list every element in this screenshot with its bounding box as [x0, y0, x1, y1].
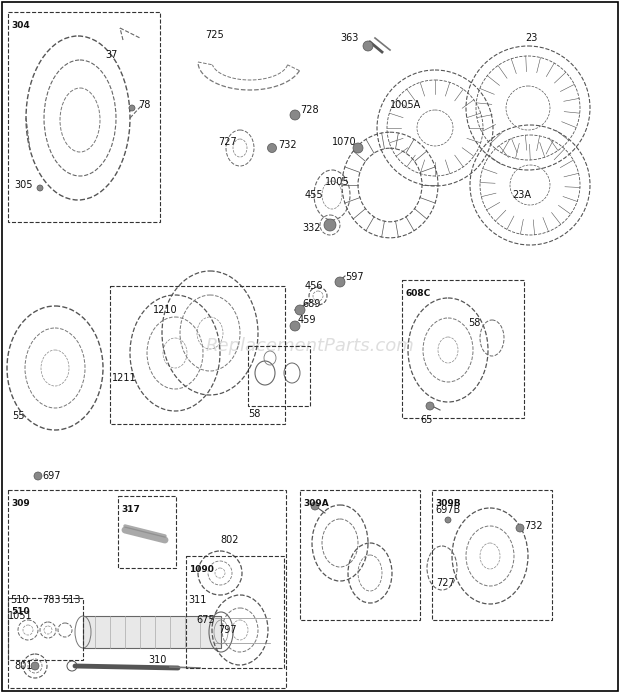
Circle shape — [290, 110, 300, 120]
Text: 23A: 23A — [512, 190, 531, 200]
Circle shape — [324, 219, 336, 231]
Circle shape — [37, 185, 43, 191]
Bar — [432, 490, 552, 620]
Bar — [8, 598, 83, 660]
Bar — [8, 490, 286, 688]
Text: 309A: 309A — [303, 499, 329, 508]
Text: 697: 697 — [42, 471, 61, 481]
Text: 65: 65 — [420, 415, 432, 425]
Text: 459: 459 — [298, 315, 316, 325]
Text: 317: 317 — [121, 505, 140, 514]
Text: 1070: 1070 — [332, 137, 356, 147]
Text: 363: 363 — [340, 33, 358, 43]
Text: 675: 675 — [196, 615, 215, 625]
Text: 309: 309 — [11, 499, 30, 508]
Text: 455: 455 — [305, 190, 324, 200]
Bar — [186, 556, 284, 668]
Text: ReplacementParts.com: ReplacementParts.com — [206, 337, 414, 355]
Text: 23: 23 — [525, 33, 538, 43]
Text: 732: 732 — [278, 140, 296, 150]
Text: 802: 802 — [220, 535, 239, 545]
Text: 1211: 1211 — [112, 373, 136, 383]
Text: 510: 510 — [10, 595, 29, 605]
Text: 58: 58 — [248, 409, 260, 419]
Bar — [110, 286, 285, 424]
Text: 55: 55 — [12, 411, 25, 421]
Text: 1051: 1051 — [8, 611, 33, 621]
Text: 78: 78 — [138, 100, 151, 110]
Bar — [118, 496, 176, 568]
Text: 1210: 1210 — [153, 305, 177, 315]
Text: 727: 727 — [436, 578, 454, 588]
Circle shape — [445, 517, 451, 523]
Text: 305: 305 — [14, 180, 32, 190]
Text: 1005A: 1005A — [390, 100, 421, 110]
Circle shape — [290, 321, 300, 331]
Bar — [402, 280, 524, 418]
Text: 58: 58 — [468, 318, 481, 328]
Text: 727: 727 — [218, 137, 237, 147]
Text: 510: 510 — [11, 607, 30, 616]
Text: 608C: 608C — [405, 289, 430, 298]
Text: 728: 728 — [300, 105, 319, 115]
Text: 597: 597 — [345, 272, 363, 282]
Text: 783: 783 — [42, 595, 61, 605]
Text: 1005: 1005 — [325, 177, 350, 187]
Circle shape — [34, 472, 42, 480]
Text: 309B: 309B — [435, 499, 461, 508]
Text: 304: 304 — [11, 21, 30, 30]
Circle shape — [267, 143, 277, 152]
Text: 311: 311 — [188, 595, 206, 605]
Circle shape — [31, 662, 39, 670]
Text: 689: 689 — [302, 299, 321, 309]
Text: 801: 801 — [14, 661, 32, 671]
Text: 456: 456 — [305, 281, 324, 291]
Bar — [248, 346, 310, 406]
Circle shape — [311, 502, 319, 510]
Text: 797: 797 — [218, 625, 237, 635]
Text: 725: 725 — [205, 30, 224, 40]
Text: 37: 37 — [105, 50, 117, 60]
Bar — [300, 490, 420, 620]
Circle shape — [295, 305, 305, 315]
Text: 1090: 1090 — [189, 565, 214, 574]
Bar — [83, 616, 221, 648]
Text: 513: 513 — [62, 595, 81, 605]
Circle shape — [363, 41, 373, 51]
Circle shape — [426, 402, 434, 410]
Bar — [8, 12, 160, 222]
Circle shape — [335, 277, 345, 287]
Text: 310: 310 — [148, 655, 166, 665]
Text: 732: 732 — [524, 521, 542, 531]
Text: 332: 332 — [302, 223, 321, 233]
Text: 697B: 697B — [435, 505, 460, 515]
Circle shape — [516, 524, 524, 532]
Circle shape — [129, 105, 135, 111]
Circle shape — [353, 143, 363, 153]
